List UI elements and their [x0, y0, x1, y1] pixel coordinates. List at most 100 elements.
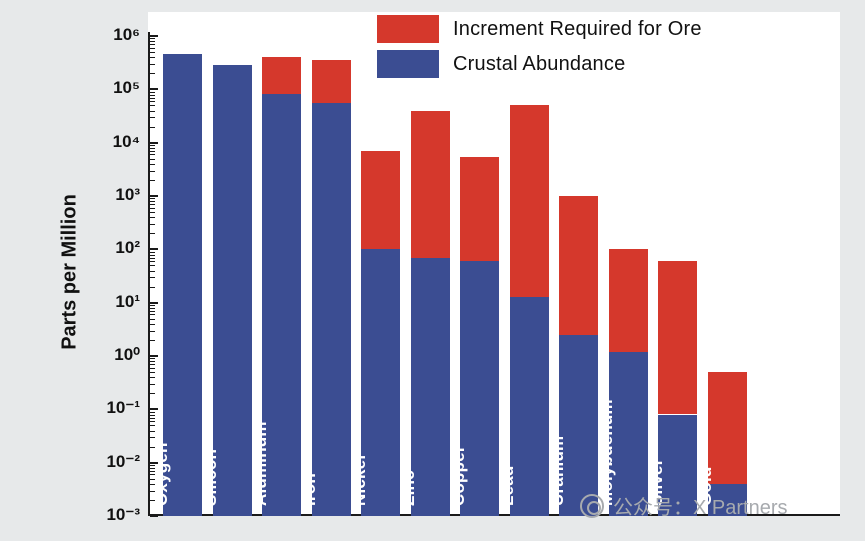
legend-label: Crustal Abundance	[453, 52, 626, 75]
bar-label: Silicon	[201, 448, 220, 506]
y-minor-tick	[150, 91, 155, 93]
y-minor-tick	[150, 150, 155, 152]
y-minor-tick	[150, 223, 155, 225]
y-minor-tick	[150, 430, 155, 432]
y-minor-tick	[150, 265, 155, 267]
y-minor-tick	[150, 201, 155, 203]
y-minor-tick	[150, 437, 155, 439]
y-minor-tick	[150, 204, 155, 206]
bar-label: Copper	[448, 445, 468, 506]
legend-label: Increment Required for Ore	[453, 17, 702, 40]
bar-segment-crustal	[410, 257, 450, 516]
bar-segment-ore-increment	[559, 196, 598, 335]
y-minor-tick	[150, 94, 155, 96]
bar-label: Lead	[498, 465, 517, 506]
y-minor-tick	[150, 483, 155, 485]
y-minor-tick	[150, 261, 155, 263]
y-minor-tick	[150, 41, 155, 43]
y-tick-label: 10⁻¹	[106, 398, 140, 418]
bar-label: Aluminum	[250, 421, 270, 506]
y-tick	[150, 88, 158, 91]
bar-segment-ore-increment	[460, 156, 499, 262]
bar-segment-crustal	[608, 351, 648, 516]
y-minor-tick	[150, 110, 155, 112]
y-minor-tick	[150, 207, 155, 209]
bar-segment-ore-increment	[707, 372, 747, 484]
y-minor-tick	[150, 145, 155, 147]
bar-segment-crustal	[361, 249, 400, 516]
bar-segment-ore-increment	[608, 249, 648, 352]
y-minor-tick	[150, 198, 155, 200]
bar-segment-ore-increment	[361, 150, 400, 250]
y-minor-tick	[150, 414, 155, 416]
bar-segment-ore-increment	[410, 110, 450, 258]
y-minor-tick	[150, 465, 155, 467]
y-tick	[150, 301, 158, 304]
bar-segment-crustal	[311, 102, 351, 516]
bar-segment-ore-increment	[658, 261, 697, 415]
y-minor-tick	[150, 372, 155, 374]
y-minor-tick	[150, 417, 155, 419]
y-minor-tick	[150, 158, 155, 160]
watermark-logo-icon	[580, 493, 604, 518]
y-tick-label: 10⁵	[113, 78, 140, 98]
y-minor-tick	[150, 323, 155, 325]
y-minor-tick	[150, 330, 155, 332]
y-minor-tick	[150, 310, 155, 312]
bar-segment-crustal	[658, 414, 697, 516]
y-tick-label: 10³	[115, 185, 140, 204]
y-minor-tick	[150, 73, 155, 75]
bar-segment-crustal	[509, 296, 549, 516]
y-minor-tick	[150, 147, 155, 149]
y-minor-tick	[150, 38, 155, 40]
y-minor-tick	[150, 367, 155, 369]
y-tick	[150, 248, 158, 251]
y-tick	[150, 355, 158, 357]
y-minor-tick	[150, 212, 155, 214]
y-minor-tick	[150, 52, 155, 54]
bar-segment-crustal	[262, 93, 301, 516]
y-minor-tick	[150, 499, 155, 501]
y-minor-tick	[150, 474, 155, 476]
legend-item: Crustal Abundance	[377, 50, 702, 78]
legend-swatch	[377, 15, 439, 43]
y-minor-tick	[150, 411, 155, 413]
y-minor-tick	[150, 101, 155, 103]
y-minor-tick	[150, 154, 155, 156]
y-minor-tick	[150, 126, 155, 128]
y-minor-tick	[150, 44, 155, 46]
y-tick	[150, 141, 158, 144]
y-tick-label: 10⁰	[114, 345, 140, 364]
y-tick	[150, 408, 158, 411]
legend-item: Increment Required for Ore	[377, 15, 702, 43]
y-minor-tick	[150, 490, 155, 492]
y-minor-tick	[150, 478, 155, 480]
y-minor-tick	[150, 467, 155, 469]
y-tick-label: 10²	[115, 238, 140, 258]
bar-segment-ore-increment	[311, 60, 351, 103]
y-tick-label: 10¹	[115, 291, 140, 311]
y-minor-tick	[150, 393, 155, 395]
y-tick	[150, 515, 158, 517]
bar-segment-crustal	[707, 483, 747, 516]
y-tick	[150, 35, 158, 37]
legend: Increment Required for Ore Crustal Abunda…	[377, 15, 702, 78]
y-minor-tick	[150, 163, 155, 165]
y-minor-tick	[150, 377, 155, 379]
y-minor-tick	[150, 314, 155, 316]
bar-label: Iron	[300, 473, 319, 506]
y-minor-tick	[150, 305, 155, 307]
y-minor-tick	[150, 358, 155, 360]
bar-segment-crustal	[163, 53, 202, 516]
y-tick	[150, 461, 158, 464]
y-tick-label: 10⁻²	[106, 451, 140, 471]
y-minor-tick	[150, 361, 155, 363]
y-tick-label: 10⁻³	[106, 505, 140, 524]
y-minor-tick	[150, 446, 155, 448]
y-minor-tick	[150, 254, 155, 256]
watermark-text: 公众号：X Partners	[613, 497, 788, 519]
legend-swatch	[377, 50, 439, 78]
bar-segment-ore-increment	[509, 105, 549, 297]
y-minor-tick	[150, 307, 155, 309]
y-axis-line	[148, 32, 150, 516]
